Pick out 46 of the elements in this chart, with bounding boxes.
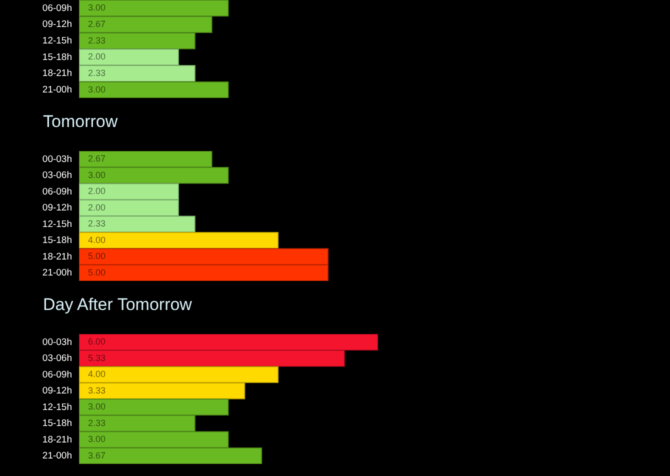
data-label: 3.00 — [88, 402, 106, 412]
y-tick-label: 00-03h — [42, 154, 72, 165]
y-tick-label: 18-21h — [42, 68, 72, 80]
data-label: 2.00 — [88, 52, 106, 62]
y-tick-label: 21-00h — [42, 450, 72, 462]
data-label: 2.33 — [88, 35, 106, 46]
data-label: 3.00 — [88, 170, 106, 180]
data-label: 2.00 — [88, 186, 106, 196]
y-tick-label: 06-09h — [42, 186, 72, 198]
data-label: 5.00 — [88, 267, 106, 278]
y-tick-label: 15-18h — [42, 52, 72, 63]
data-label: 2.33 — [88, 68, 106, 78]
data-label: 5.33 — [88, 352, 106, 363]
data-label: 2.67 — [88, 18, 106, 29]
y-tick-label: 18-21h — [42, 251, 72, 262]
y-tick-label: 09-12h — [42, 19, 72, 30]
y-tick-label: 09-12h — [42, 202, 72, 214]
chart-title: Day After Tomorrow — [43, 294, 193, 316]
data-label: 6.00 — [88, 336, 106, 347]
data-label: 2.00 — [88, 202, 106, 212]
chart-title: Tomorrow — [43, 111, 119, 133]
y-tick-label: 06-09h — [42, 369, 72, 380]
data-label: 2.67 — [88, 154, 106, 164]
data-label: 4.00 — [88, 234, 106, 245]
data-label: 3.00 — [88, 84, 106, 94]
data-label: 4.00 — [88, 369, 106, 380]
data-label: 3.00 — [88, 434, 106, 444]
data-label: 2.33 — [88, 418, 106, 428]
y-tick-label: 12-15h — [42, 402, 72, 413]
y-tick-label: 06-09h — [42, 2, 72, 14]
y-tick-label: 21-00h — [42, 268, 72, 278]
data-label: 3.00 — [88, 2, 106, 13]
y-tick-label: 15-18h — [42, 235, 72, 246]
y-tick-label: 12-15h — [42, 35, 72, 46]
y-tick-label: 18-21h — [42, 434, 72, 446]
data-label: 3.33 — [88, 385, 106, 396]
y-tick-label: 03-06h — [42, 170, 72, 181]
data-label: 3.67 — [88, 450, 106, 460]
y-tick-label: 21-00h — [42, 84, 72, 96]
y-tick-label: 00-03h — [42, 336, 72, 348]
y-tick-label: 03-06h — [42, 353, 72, 364]
data-label: 2.33 — [88, 218, 106, 229]
y-tick-label: 12-15h — [42, 218, 72, 230]
y-tick-label: 09-12h — [42, 386, 72, 396]
data-label: 5.00 — [88, 251, 106, 262]
y-tick-label: 15-18h — [42, 418, 72, 429]
